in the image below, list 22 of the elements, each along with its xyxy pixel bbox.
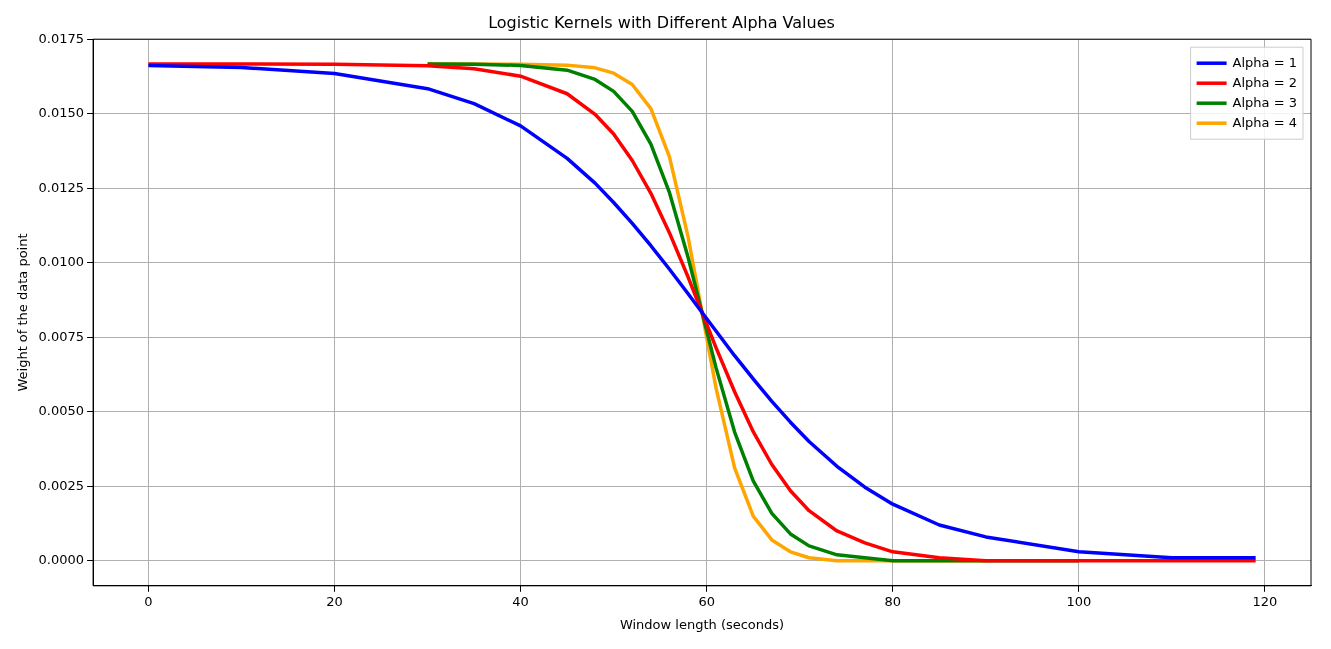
legend-label: Alpha = 3 (1232, 94, 1297, 110)
y-tick-label: 0.0150 (38, 105, 85, 121)
x-axis-title: Window length (seconds) (619, 616, 785, 632)
x-tick-label: 120 (1252, 593, 1278, 609)
x-tick-label: 80 (884, 593, 902, 609)
x-tick-label: 100 (1066, 593, 1092, 609)
legend-label: Alpha = 2 (1232, 74, 1297, 90)
x-tick-label: 20 (326, 593, 343, 609)
y-tick-label: 0.0125 (38, 179, 85, 195)
chart-title: Logistic Kernels with Different Alpha Values (488, 12, 835, 32)
y-tick-label: 0.0000 (38, 552, 85, 568)
legend-label: Alpha = 4 (1232, 114, 1297, 130)
y-axis-title: Weight of the data point (15, 233, 31, 392)
y-tick-label: 0.0075 (38, 328, 85, 344)
legend-label: Alpha = 1 (1232, 54, 1297, 70)
y-tick-label: 0.0175 (38, 30, 85, 46)
y-tick-label: 0.0025 (38, 477, 85, 493)
x-tick-label: 60 (698, 593, 715, 609)
y-tick-label: 0.0100 (38, 254, 85, 270)
y-tick-label: 0.0050 (38, 403, 85, 419)
x-tick-label: 0 (144, 593, 153, 609)
x-tick-label: 40 (512, 593, 529, 609)
